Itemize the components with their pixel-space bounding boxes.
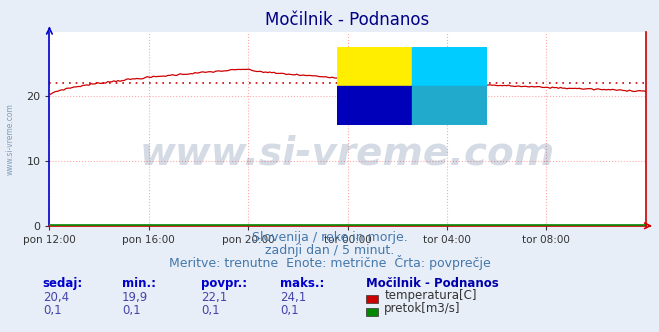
Text: www.si-vreme.com: www.si-vreme.com: [5, 104, 14, 175]
Text: temperatura[C]: temperatura[C]: [384, 289, 476, 302]
Text: www.si-vreme.com: www.si-vreme.com: [140, 135, 556, 173]
Text: zadnji dan / 5 minut.: zadnji dan / 5 minut.: [265, 244, 394, 257]
Text: Močilnik - Podnanos: Močilnik - Podnanos: [366, 277, 498, 290]
Text: 0,1: 0,1: [43, 304, 61, 317]
Text: Meritve: trenutne  Enote: metrične  Črta: povprečje: Meritve: trenutne Enote: metrične Črta: …: [169, 255, 490, 270]
Text: povpr.:: povpr.:: [201, 277, 247, 290]
Bar: [412, 47, 487, 86]
Text: maks.:: maks.:: [280, 277, 324, 290]
Text: min.:: min.:: [122, 277, 156, 290]
Bar: [412, 86, 487, 125]
Bar: [337, 86, 412, 125]
Text: 0,1: 0,1: [122, 304, 140, 317]
Text: 0,1: 0,1: [201, 304, 219, 317]
Text: 20,4: 20,4: [43, 291, 69, 304]
Text: 19,9: 19,9: [122, 291, 148, 304]
Bar: [337, 47, 412, 86]
Text: sedaj:: sedaj:: [43, 277, 83, 290]
Text: Slovenija / reke in morje.: Slovenija / reke in morje.: [252, 231, 407, 244]
Title: Močilnik - Podnanos: Močilnik - Podnanos: [266, 11, 430, 29]
Text: pretok[m3/s]: pretok[m3/s]: [384, 302, 461, 315]
Text: 0,1: 0,1: [280, 304, 299, 317]
Text: 22,1: 22,1: [201, 291, 227, 304]
Text: 24,1: 24,1: [280, 291, 306, 304]
